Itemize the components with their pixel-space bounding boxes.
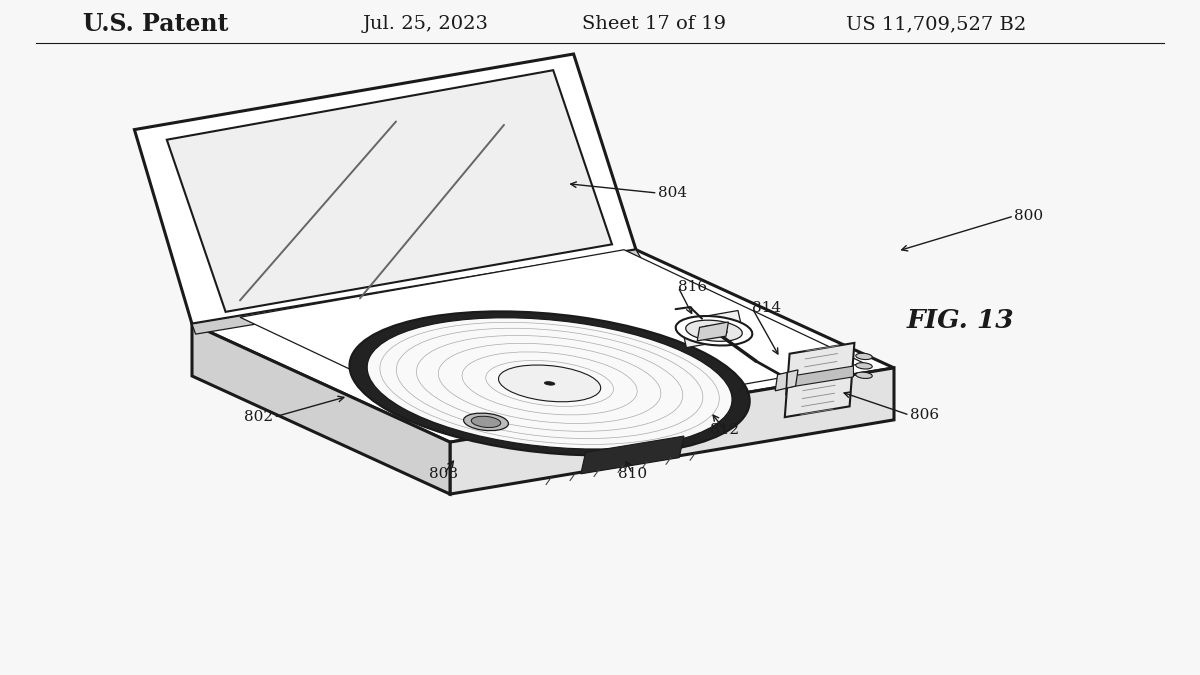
Ellipse shape — [676, 316, 752, 346]
Polygon shape — [192, 250, 642, 334]
Polygon shape — [134, 54, 636, 324]
Polygon shape — [167, 70, 612, 312]
Polygon shape — [785, 343, 854, 417]
Text: 808: 808 — [430, 467, 458, 481]
Ellipse shape — [856, 362, 872, 369]
Polygon shape — [697, 322, 728, 341]
Ellipse shape — [472, 416, 500, 427]
Text: 816: 816 — [678, 280, 707, 294]
Polygon shape — [240, 250, 864, 431]
Text: Jul. 25, 2023: Jul. 25, 2023 — [364, 16, 490, 33]
Polygon shape — [786, 366, 853, 387]
Ellipse shape — [685, 320, 743, 342]
Text: FIG. 13: FIG. 13 — [906, 308, 1014, 333]
Text: 802: 802 — [245, 410, 274, 424]
Ellipse shape — [498, 365, 601, 402]
Text: 814: 814 — [752, 302, 781, 315]
Text: 800: 800 — [1014, 209, 1043, 223]
Polygon shape — [450, 368, 894, 494]
Text: 812: 812 — [710, 423, 739, 437]
Ellipse shape — [545, 381, 554, 385]
Ellipse shape — [349, 311, 750, 456]
Ellipse shape — [463, 413, 509, 431]
Ellipse shape — [856, 353, 872, 360]
Text: U.S. Patent: U.S. Patent — [83, 12, 229, 36]
Text: 806: 806 — [910, 408, 938, 422]
Text: 804: 804 — [658, 186, 686, 200]
Polygon shape — [775, 370, 798, 391]
Polygon shape — [581, 436, 684, 474]
Polygon shape — [680, 310, 744, 348]
Ellipse shape — [367, 318, 732, 449]
Text: 810: 810 — [618, 467, 647, 481]
Polygon shape — [192, 250, 894, 442]
Text: Sheet 17 of 19: Sheet 17 of 19 — [582, 16, 726, 33]
Ellipse shape — [856, 372, 872, 379]
Ellipse shape — [701, 326, 727, 335]
Text: US 11,709,527 B2: US 11,709,527 B2 — [846, 16, 1026, 33]
Polygon shape — [192, 324, 450, 494]
